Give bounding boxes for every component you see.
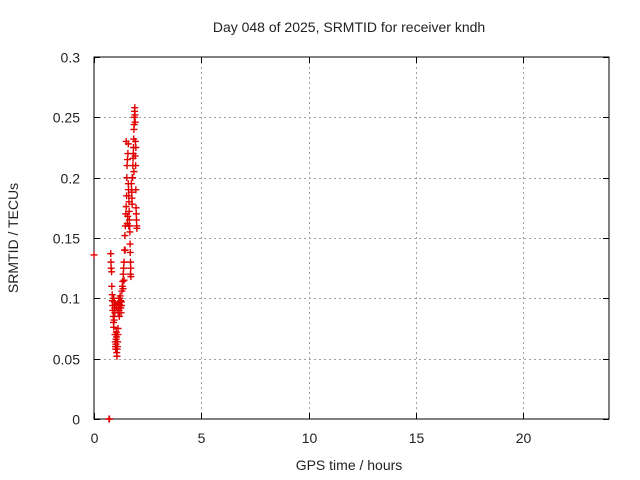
data-point — [128, 200, 136, 208]
data-point — [132, 144, 140, 151]
data-point — [120, 258, 128, 266]
plot-frame — [93, 56, 610, 420]
data-point — [132, 204, 140, 212]
data-point — [131, 152, 139, 160]
data-point — [128, 188, 136, 196]
data-point — [127, 264, 135, 272]
data-point — [108, 291, 116, 299]
data-point — [125, 222, 133, 230]
data-point — [105, 415, 113, 423]
data-point — [110, 294, 118, 302]
data-point — [130, 168, 138, 176]
data-point — [126, 248, 134, 256]
data-point — [126, 258, 134, 266]
data-point — [124, 140, 132, 148]
data-point — [131, 118, 139, 126]
data-point — [113, 304, 121, 312]
data-point — [132, 162, 140, 170]
data-point — [133, 224, 141, 232]
data-point — [127, 180, 135, 188]
data-point — [111, 300, 119, 308]
data-point — [110, 316, 118, 324]
x-tick-label: 15 — [409, 430, 425, 446]
data-point — [90, 251, 98, 259]
data-point — [119, 277, 127, 285]
data-point — [128, 194, 136, 202]
data-point — [119, 285, 127, 293]
data-point — [131, 137, 139, 145]
data-point — [120, 276, 128, 284]
data-point — [117, 298, 125, 306]
data-point — [121, 232, 129, 240]
data-point — [122, 203, 130, 211]
x-tick-label: 5 — [198, 430, 206, 446]
data-point — [114, 325, 122, 332]
y-tick-label: 0.1 — [61, 291, 81, 307]
tick-layer: 0 5 10 15 20 0 0.05 0.1 0.15 0.2 0.25 0.3 — [53, 50, 609, 446]
data-point — [107, 250, 115, 258]
data-point — [120, 264, 128, 272]
data-point — [126, 270, 134, 278]
y-tick-label: 0 — [72, 412, 80, 428]
data-point — [110, 323, 118, 331]
x-tick-label: 20 — [516, 430, 532, 446]
x-axis-label: GPS time / hours — [296, 457, 403, 473]
y-tick-label: 0.3 — [61, 50, 81, 66]
data-point — [115, 312, 123, 320]
grid-layer — [94, 57, 609, 419]
y-tick-label: 0.25 — [53, 110, 80, 126]
x-tick-label: 10 — [302, 430, 318, 446]
data-point — [126, 240, 134, 248]
data-point — [126, 228, 134, 236]
data-point — [117, 297, 125, 305]
data-point — [132, 186, 140, 194]
data-point — [125, 216, 133, 224]
data-point — [132, 210, 140, 218]
data-point — [108, 268, 116, 276]
y-axis-label: SRMTID / TECUs — [5, 183, 21, 293]
data-point — [123, 156, 131, 164]
data-point — [114, 331, 122, 339]
data-point — [131, 104, 139, 112]
data-point — [114, 338, 122, 346]
data-point — [132, 216, 140, 224]
data-points — [90, 104, 141, 423]
data-point — [108, 282, 116, 290]
data-point — [107, 258, 115, 266]
data-point — [125, 207, 133, 215]
y-tick-label: 0.15 — [53, 231, 80, 247]
data-point — [121, 246, 129, 254]
data-point — [124, 212, 132, 220]
x-tick-label: 0 — [91, 430, 99, 446]
y-tick-label: 0.2 — [61, 171, 81, 187]
data-point — [131, 111, 139, 119]
chart-title: Day 048 of 2025, SRMTID for receiver knd… — [213, 19, 485, 35]
data-point — [128, 174, 136, 182]
data-point — [119, 270, 127, 278]
data-point — [109, 312, 117, 320]
y-tick-label: 0.05 — [53, 352, 80, 368]
data-point — [113, 352, 121, 360]
